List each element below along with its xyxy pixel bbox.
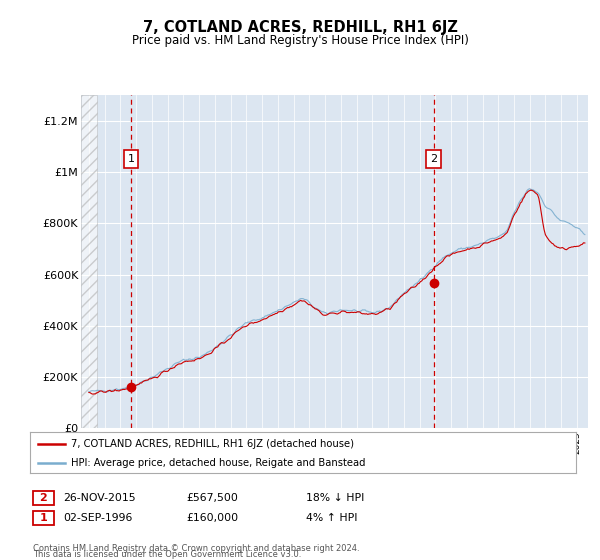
Text: 1: 1 [127,154,134,164]
Text: Price paid vs. HM Land Registry's House Price Index (HPI): Price paid vs. HM Land Registry's House … [131,34,469,46]
Text: 18% ↓ HPI: 18% ↓ HPI [306,493,364,503]
Text: 2: 2 [40,493,47,503]
Text: 7, COTLAND ACRES, REDHILL, RH1 6JZ (detached house): 7, COTLAND ACRES, REDHILL, RH1 6JZ (deta… [71,439,354,449]
Text: 4% ↑ HPI: 4% ↑ HPI [306,513,358,523]
Text: 2: 2 [430,154,437,164]
Text: HPI: Average price, detached house, Reigate and Banstead: HPI: Average price, detached house, Reig… [71,458,365,468]
Text: £567,500: £567,500 [186,493,238,503]
Text: £160,000: £160,000 [186,513,238,523]
Text: Contains HM Land Registry data © Crown copyright and database right 2024.: Contains HM Land Registry data © Crown c… [33,544,359,553]
Text: 7, COTLAND ACRES, REDHILL, RH1 6JZ: 7, COTLAND ACRES, REDHILL, RH1 6JZ [143,20,457,35]
Text: 02-SEP-1996: 02-SEP-1996 [63,513,133,523]
Text: 1: 1 [40,513,47,523]
Text: This data is licensed under the Open Government Licence v3.0.: This data is licensed under the Open Gov… [33,550,301,559]
Text: 26-NOV-2015: 26-NOV-2015 [63,493,136,503]
Bar [81,95,97,428]
